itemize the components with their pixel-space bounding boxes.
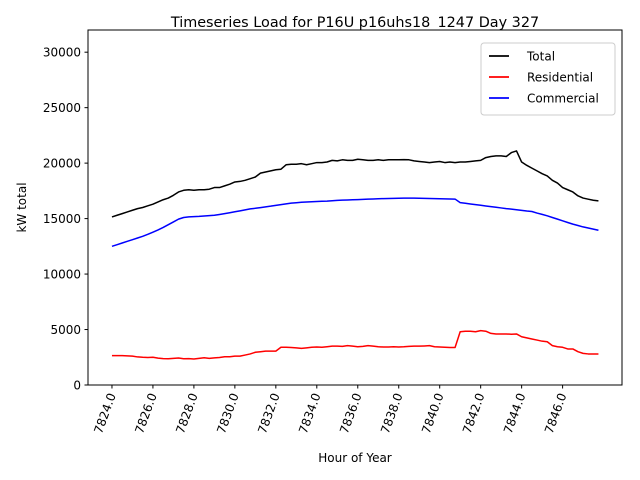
legend-label-total: Total <box>526 50 555 64</box>
plot-lines <box>111 150 599 360</box>
y-axis: 0 5000 10000 15000 20000 25000 30000 <box>43 46 88 393</box>
series-line-residential <box>111 329 599 360</box>
series-line-total <box>111 150 599 218</box>
y-tick-label: 0 <box>73 379 81 393</box>
y-tick-label: 25000 <box>43 101 81 115</box>
legend: Total Residential Commercial <box>480 42 616 116</box>
y-axis-label: kW total <box>15 182 29 232</box>
plot-frame <box>87 29 623 386</box>
y-tick-label: 15000 <box>43 212 81 226</box>
legend-box <box>480 42 616 116</box>
x-axis-label: Hour of Year <box>318 451 392 465</box>
legend-label-residential: Residential <box>527 71 593 85</box>
chart-title: Timeseries Load for P16U p16uhs18_1247 D… <box>170 15 539 31</box>
y-tick-label: 5000 <box>50 323 81 337</box>
legend-label-commercial: Commercial <box>527 92 599 106</box>
y-tick-label: 10000 <box>43 268 81 282</box>
y-tick-label: 20000 <box>43 157 81 171</box>
series-line-commercial <box>111 197 599 248</box>
y-tick-label: 30000 <box>43 46 81 60</box>
